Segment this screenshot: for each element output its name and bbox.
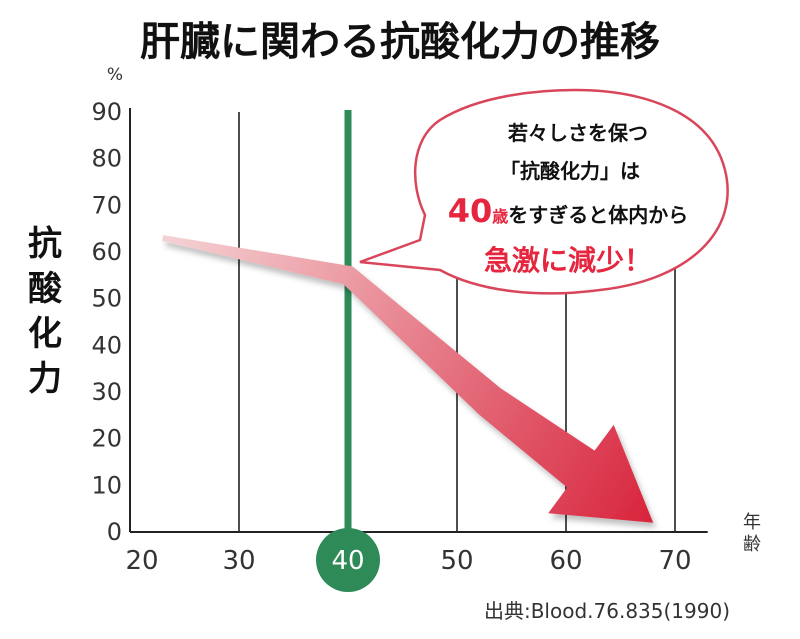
- y-tick-label-70: 70: [91, 191, 122, 219]
- y-tick-label-40: 40: [91, 331, 122, 359]
- source-note: 出典:Blood.76.835(1990): [484, 599, 730, 623]
- callout-age: 40: [448, 192, 493, 230]
- y-tick-label-90: 90: [91, 98, 122, 126]
- y-tick-label-0: 0: [107, 518, 122, 546]
- x-tick-label-70: 70: [658, 546, 691, 576]
- axes: [129, 108, 708, 533]
- callout-line-3-rest: をすぎると体内から: [508, 203, 688, 227]
- callout-line-4: 急激に減少！: [484, 244, 652, 277]
- x-tick-label-40: 40: [331, 546, 364, 576]
- y-tick-label-60: 60: [91, 238, 122, 266]
- y-axis-label: 抗酸化力: [28, 224, 63, 399]
- y-tick-labels: 0 10 20 30 40 50 60 70 80 90: [91, 98, 122, 546]
- series-arrow-shape: [162, 235, 654, 523]
- y-tick-label-10: 10: [91, 471, 122, 499]
- callout-bubble: 若々しさを保つ 「抗酸化力」は 40歳をすぎると体内から 急激に減少！: [359, 88, 729, 295]
- callout-shape: [359, 88, 729, 295]
- chart-title: 肝臓に関わる抗酸化力の推移: [140, 19, 660, 65]
- svg-text:年齢: 年齢: [743, 512, 761, 555]
- y-tick-label-20: 20: [91, 425, 122, 453]
- x-unit-label: 年齢: [743, 512, 761, 555]
- callout-line-3: 40歳をすぎると体内から: [448, 192, 689, 230]
- callout-line-2: 「抗酸化力」は: [500, 159, 640, 183]
- y-tick-label-30: 30: [91, 378, 122, 406]
- x-tick-label-60: 60: [549, 546, 582, 576]
- highlight-circle: [316, 528, 380, 592]
- callout-age-suffix: 歳: [492, 207, 508, 226]
- y-tick-label-50: 50: [91, 285, 122, 313]
- x-tick-labels: 20 30 40 50 60 70: [125, 528, 692, 592]
- x-tick-label-20: 20: [125, 546, 158, 576]
- svg-text:抗酸化力: 抗酸化力: [28, 224, 63, 399]
- callout-line-1: 若々しさを保つ: [507, 121, 648, 145]
- series-arrow: [162, 235, 654, 523]
- x-tick-label-50: 50: [440, 546, 473, 576]
- y-unit-label: %: [107, 65, 123, 85]
- x-tick-label-30: 30: [222, 546, 255, 576]
- y-tick-label-80: 80: [91, 145, 122, 173]
